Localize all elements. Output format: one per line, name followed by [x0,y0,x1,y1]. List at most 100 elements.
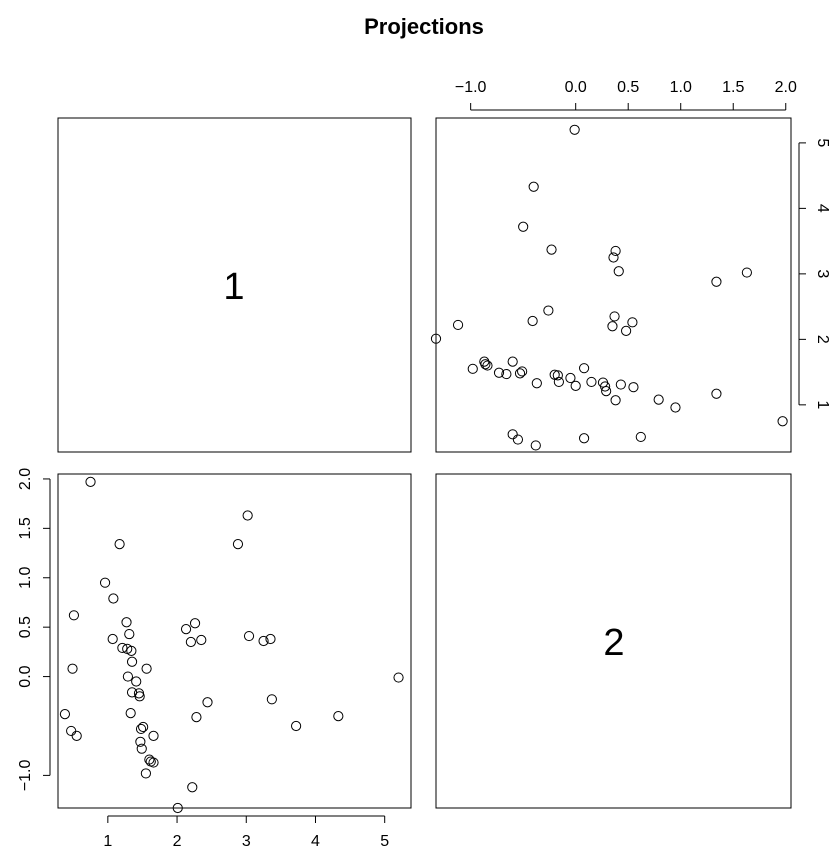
scatter-point [333,711,344,722]
scatter-point [126,656,138,667]
scatter-point [187,782,198,793]
scatter-point [258,635,269,647]
chart-title: Projections [364,14,484,39]
scatter-point [501,368,512,380]
scatter-point [122,671,134,682]
scatter-point [202,697,213,708]
scatter-point [136,743,147,754]
scatter-point [601,385,612,397]
panel-frame-1-2 [435,117,792,453]
scatter-point [107,633,118,645]
scatter-point [108,593,119,604]
scatter-point [610,395,621,406]
scatter-point [196,634,207,646]
right-tick-label: 3 [814,269,831,278]
scatter-point [621,325,632,336]
scatter-point [613,266,624,277]
scatter-point [59,709,71,720]
top-tick-label: 0.0 [565,79,587,96]
scatter-point [141,663,152,674]
scatter-point [610,245,621,257]
scatter-point [99,577,111,588]
scatter-point [565,372,576,384]
scatter-point [518,221,529,232]
scatter-point [135,723,147,735]
bottom-axis: 1 2 3 4 5 [103,815,389,850]
panel-diagonal-1: 1 [57,117,412,453]
top-axis: −1.0 0.0 0.5 1.0 1.5 2.0 [455,79,797,111]
scatter-point [711,276,722,287]
scatter-point [512,434,524,445]
scatter-point [608,252,619,263]
scatter-point [68,610,80,621]
left-tick-label: 0.5 [17,616,34,638]
scatter-point [553,376,564,388]
scatter-point [627,317,638,328]
scatter-point [607,321,618,332]
scatter-point [135,736,146,747]
right-axis: 1 2 3 4 5 [798,138,831,409]
left-tick-label: −1.0 [17,759,34,791]
scatter-point [121,617,132,628]
scatter-point [67,663,78,674]
scatter-point [480,359,491,370]
scatter-point [514,368,526,379]
right-tick-label: 1 [814,400,831,409]
scatter-point [189,618,201,629]
scatter-point [122,643,133,655]
scatter-point [265,633,276,645]
scatter-point [232,539,244,550]
panel-frame-2-2 [435,473,792,809]
scatter-point [653,394,664,405]
scatter-point [531,378,542,389]
right-tick-label: 5 [814,138,831,147]
scatter-point [527,315,538,327]
scatter-point [133,688,145,699]
scatter-point [578,433,590,444]
scatter-point [131,676,142,687]
scatter-point [507,356,518,367]
scatter-point [148,730,159,741]
top-tick-label: −1.0 [455,79,487,96]
scatter-point [144,754,155,765]
scatter-point [138,721,149,733]
panel-1-2: −1.0 0.0 0.5 1.0 1.5 2.0 1 2 3 4 5 [430,79,831,453]
bottom-tick-label: 1 [103,833,112,850]
scatter-point [242,510,253,521]
scatter-point [140,768,152,779]
scatter-point [467,363,478,374]
scatter-point [266,694,277,705]
diagonal-label-2: 2 [603,622,624,664]
diagonal-label-1: 1 [223,266,244,308]
scatter-point [570,380,581,391]
scatter-point [615,379,626,390]
points-panel-2-1 [59,476,404,814]
scatter-point [393,672,404,683]
left-tick-label: 1.5 [17,517,34,539]
scatter-point [124,628,135,640]
scatter-point [117,642,128,654]
bottom-tick-label: 4 [311,833,320,850]
panel-frame-1-1 [57,117,412,453]
scatter-point [493,367,505,378]
scatter-point [599,381,611,392]
top-tick-label: 2.0 [775,79,797,96]
left-tick-label: 0.0 [17,665,34,687]
scatter-point [543,305,554,316]
scatter-point [145,756,156,767]
left-tick-label: 2.0 [17,468,34,490]
top-tick-label: 1.5 [722,79,744,96]
scatter-point [670,402,681,413]
scatter-point [628,382,639,393]
scatter-point [777,416,788,427]
scatter-point [507,429,518,440]
scatter-point [452,319,464,331]
points-panel-1-2 [430,124,788,451]
scatter-point [546,244,557,255]
scatter-point [528,181,539,192]
bottom-tick-label: 5 [380,833,389,850]
scatter-point [569,124,580,135]
scatter-point [586,376,597,388]
scatter-point [126,687,138,698]
